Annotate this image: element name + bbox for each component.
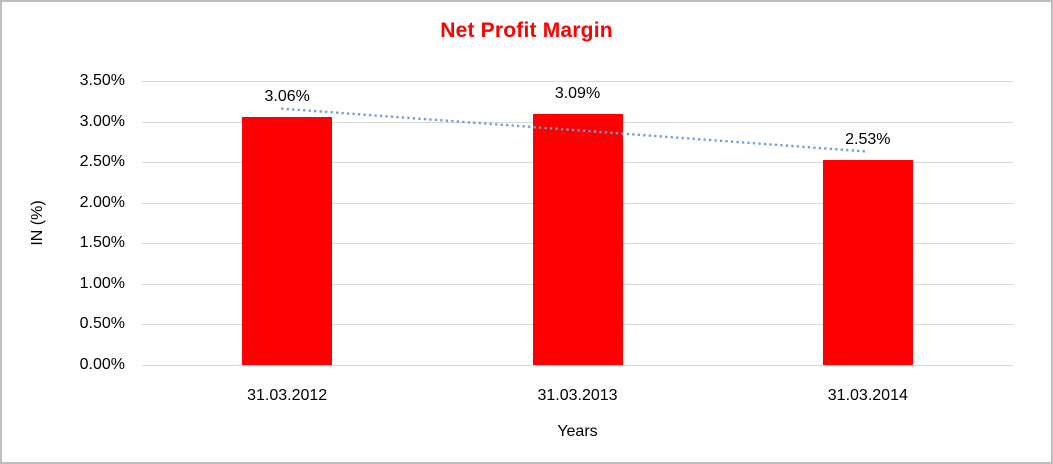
- y-tick-label: 3.00%: [79, 112, 125, 130]
- y-axis-title: IN (%): [29, 200, 46, 246]
- x-tick-label: 31.03.2014: [827, 387, 908, 404]
- x-tick-label: 31.03.2013: [537, 387, 618, 404]
- x-axis-title: Years: [557, 423, 598, 440]
- bar-31.03.2012: [242, 116, 333, 365]
- chart-title: Net Profit Margin: [440, 19, 613, 42]
- x-tick-label: 31.03.2012: [247, 387, 328, 404]
- gridline: [142, 81, 1013, 82]
- bar-data-label: 3.09%: [554, 85, 601, 103]
- y-tick-label: 1.50%: [79, 234, 125, 252]
- bar-data-label: 2.53%: [845, 130, 891, 148]
- y-tick-label: 0.00%: [79, 356, 125, 373]
- y-tick-label: 0.50%: [79, 315, 125, 333]
- y-tick-label: 1.00%: [79, 274, 125, 292]
- y-tick-label: 2.50%: [79, 153, 125, 171]
- bar-31.03.2013: [532, 114, 623, 365]
- y-tick-label: 3.50%: [79, 72, 125, 89]
- bar-data-label: 3.06%: [264, 87, 310, 105]
- y-tick-label: 2.00%: [79, 193, 125, 211]
- bar-31.03.2014: [822, 159, 913, 365]
- gridline: [142, 365, 1013, 366]
